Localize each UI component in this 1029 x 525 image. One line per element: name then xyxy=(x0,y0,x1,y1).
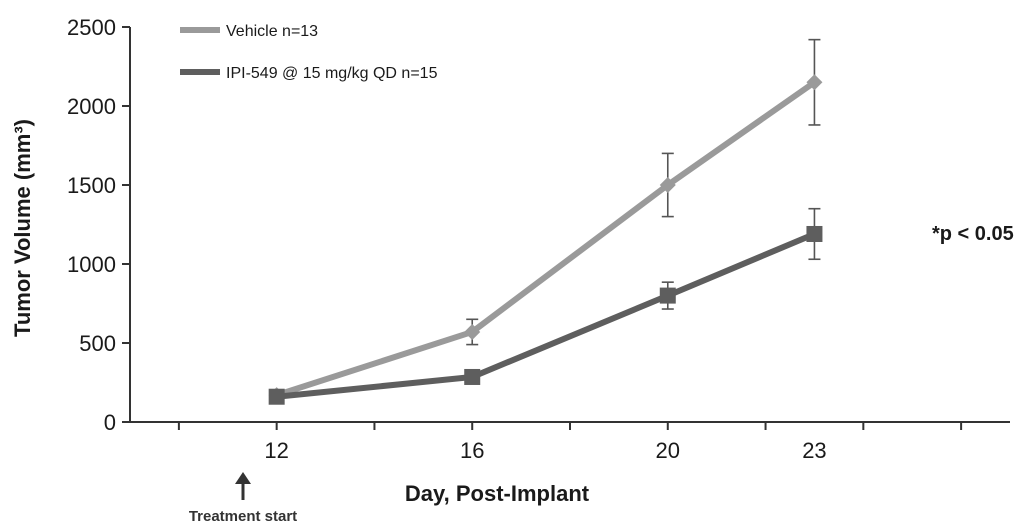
data-point xyxy=(659,287,676,304)
series-2 xyxy=(268,207,823,405)
x-tick-label: 23 xyxy=(802,438,826,463)
y-tick-label: 0 xyxy=(104,410,116,435)
series-line xyxy=(276,231,816,400)
data-point xyxy=(464,368,481,385)
x-axis-label: Day, Post-Implant xyxy=(405,481,590,506)
data-point xyxy=(659,177,676,193)
data-point xyxy=(806,225,823,242)
series-layer xyxy=(268,38,823,405)
legend: Vehicle n=13 IPI-549 @ 15 mg/kg QD n=15 xyxy=(180,23,438,82)
axes xyxy=(129,27,1010,423)
y-axis-label: Tumor Volume (mm³) xyxy=(10,119,35,337)
x-tick-label: 12 xyxy=(264,438,288,463)
x-tick-label: 16 xyxy=(460,438,484,463)
data-point xyxy=(464,323,481,340)
x-tick-label: 20 xyxy=(656,438,680,463)
series-line xyxy=(275,79,817,398)
significance-annotation: *p < 0.05 xyxy=(932,223,1014,245)
treatment-start-label: Treatment start xyxy=(189,508,297,525)
legend-label: IPI-549 @ 15 mg/kg QD n=15 xyxy=(226,65,438,82)
y-tick-label: 2500 xyxy=(67,15,116,40)
legend-label: Vehicle n=13 xyxy=(226,23,318,40)
x-axis-ticks: 12 16 20 23 xyxy=(177,422,963,463)
y-tick-label: 1500 xyxy=(67,173,116,198)
y-tick-label: 500 xyxy=(79,331,116,356)
y-axis-ticks: 0 500 1000 1500 2000 2500 xyxy=(67,15,130,435)
treatment-start-arrow xyxy=(235,472,251,500)
data-point xyxy=(806,74,823,91)
y-tick-label: 1000 xyxy=(67,252,116,277)
y-tick-label: 2000 xyxy=(67,94,116,119)
data-point xyxy=(268,388,285,405)
